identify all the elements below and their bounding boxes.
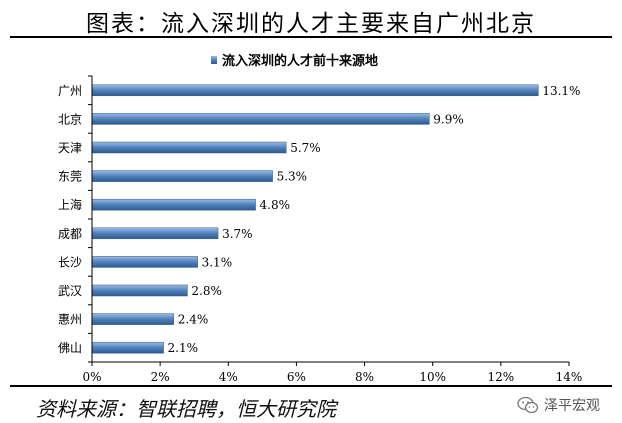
bar-0 bbox=[91, 84, 539, 97]
category-label: 成都 bbox=[58, 227, 82, 241]
source-divider bbox=[10, 385, 612, 387]
bar-value-label: 5.3% bbox=[277, 170, 308, 184]
category-label: 东莞 bbox=[58, 170, 82, 184]
bar-value-label: 2.8% bbox=[191, 284, 222, 298]
bar-7 bbox=[91, 284, 188, 297]
bar-value-label: 3.1% bbox=[202, 255, 233, 269]
watermark-text: 泽平宏观 bbox=[544, 398, 600, 414]
category-label: 佛山 bbox=[58, 341, 82, 355]
bar-9 bbox=[91, 341, 164, 354]
bar-1 bbox=[91, 113, 430, 125]
legend-label: 流入深圳的人才前十来源地 bbox=[222, 53, 378, 69]
category-label: 长沙 bbox=[58, 255, 82, 269]
title-divider bbox=[10, 36, 612, 38]
x-tick-label: 10% bbox=[419, 370, 446, 383]
bar-value-label: 4.8% bbox=[260, 198, 291, 212]
x-tick-label: 0% bbox=[82, 370, 101, 383]
category-label: 惠州 bbox=[58, 313, 82, 327]
category-label: 北京 bbox=[58, 112, 82, 126]
bar-6 bbox=[91, 256, 198, 268]
watermark: 泽平宏观 bbox=[517, 395, 600, 415]
bar-value-label: 2.1% bbox=[168, 341, 199, 355]
x-tick-label: 4% bbox=[219, 370, 238, 383]
bar-value-label: 3.7% bbox=[222, 227, 253, 241]
legend-swatch bbox=[211, 56, 217, 64]
x-tick-label: 2% bbox=[151, 370, 170, 383]
page-title: 图表：流入深圳的人才主要来自广州北京 bbox=[86, 11, 536, 37]
bars: 13.1% 9.9% 5.7% 5.3% 4.8% 3.7% 3.1% 2.8% 2.4% 2.1… bbox=[91, 84, 580, 355]
bar-chart: 流入深圳的人才前十来源地 13.1% 9.9% 5.7% 5.3% 4.8% 3.7% 3.… bbox=[58, 53, 583, 383]
category-label: 武汉 bbox=[58, 284, 82, 298]
bar-5 bbox=[91, 227, 219, 240]
category-label: 上海 bbox=[58, 197, 82, 212]
bar-value-label: 2.4% bbox=[178, 313, 209, 327]
bar-value-label: 13.1% bbox=[542, 84, 580, 98]
category-label: 广州 bbox=[58, 84, 82, 98]
bar-3 bbox=[91, 170, 273, 182]
bar-2 bbox=[91, 141, 287, 154]
source-note: 资料来源：智联招聘，恒大研究院 bbox=[36, 397, 336, 421]
x-tick-label: 12% bbox=[488, 370, 515, 383]
bar-4 bbox=[91, 198, 256, 211]
x-tick-label: 8% bbox=[355, 370, 374, 383]
x-tick-label: 14% bbox=[556, 370, 583, 383]
wechat-icon bbox=[517, 396, 539, 414]
bar-value-label: 9.9% bbox=[433, 112, 464, 126]
chart-legend: 流入深圳的人才前十来源地 bbox=[211, 53, 378, 69]
bar-8 bbox=[91, 313, 175, 325]
category-label: 天津 bbox=[58, 141, 82, 155]
x-tick-label: 6% bbox=[287, 370, 306, 383]
bar-value-label: 5.7% bbox=[290, 141, 321, 155]
